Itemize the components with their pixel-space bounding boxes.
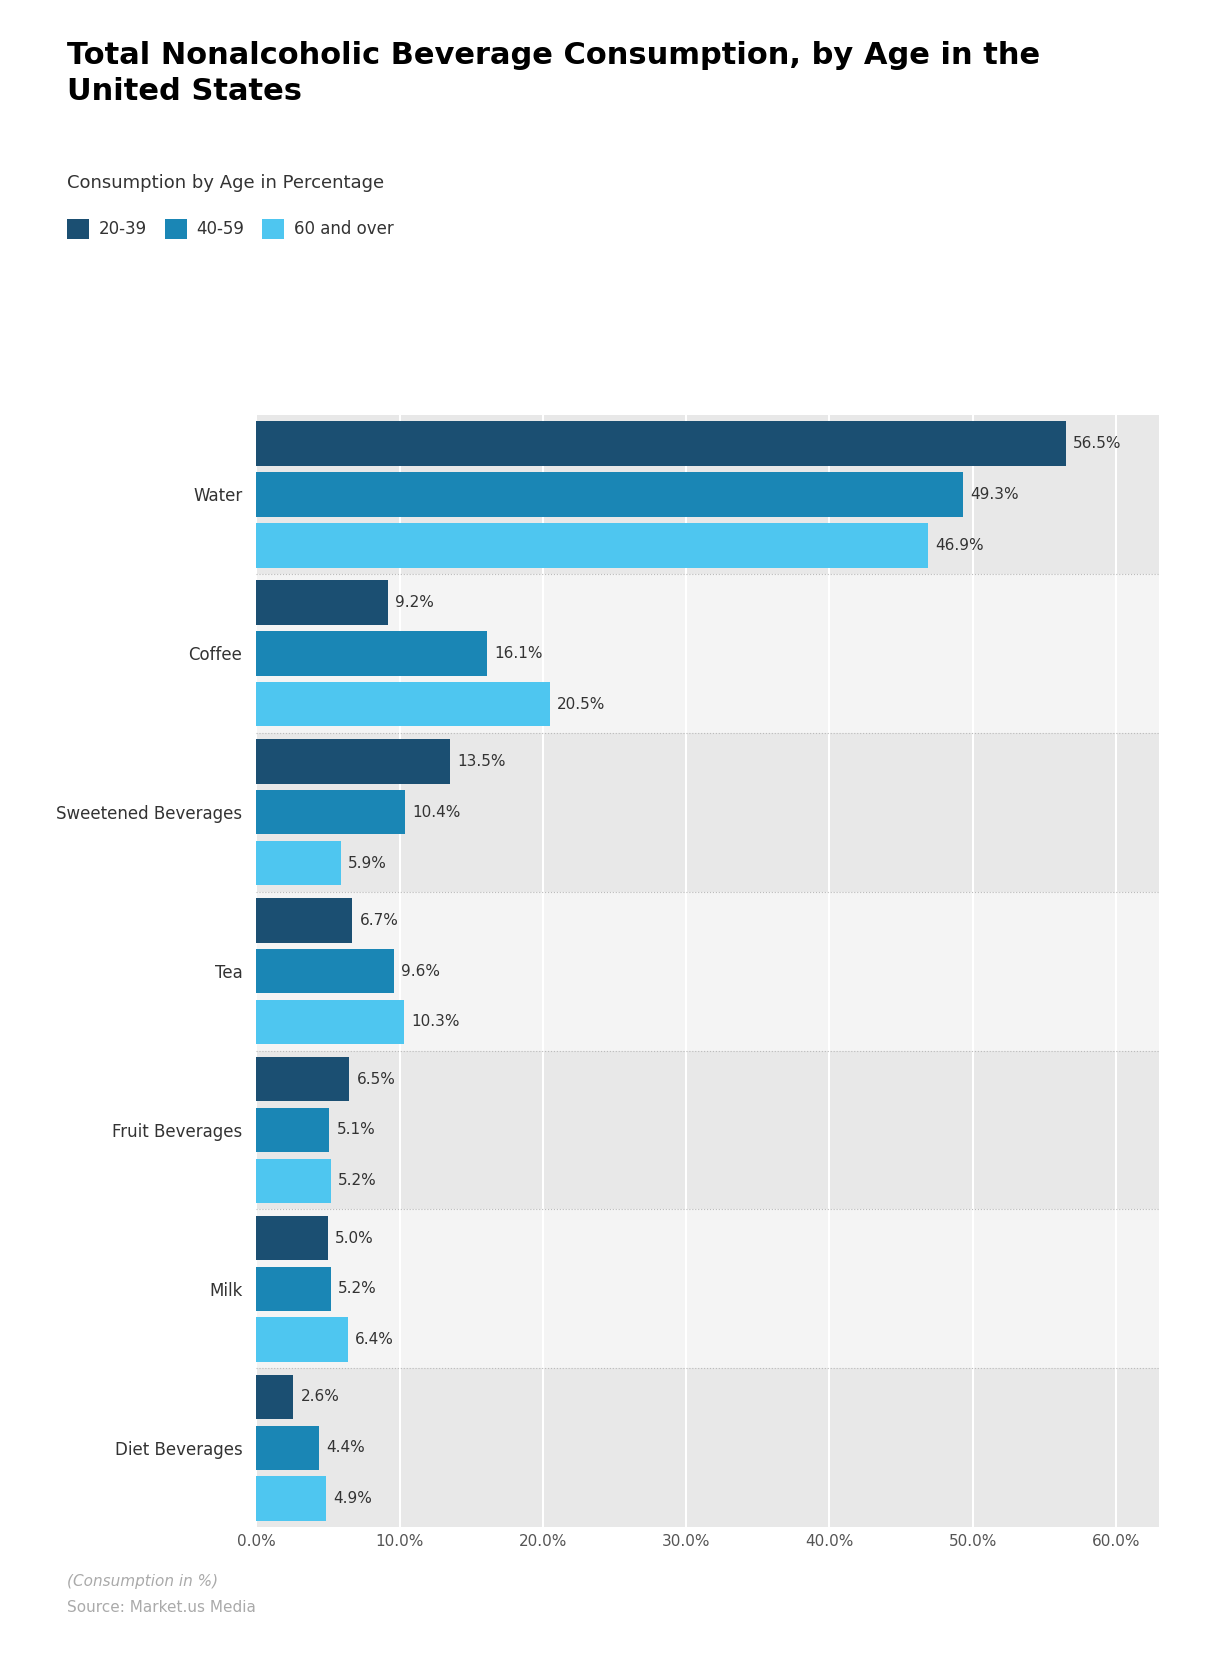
Text: (Consumption in %): (Consumption in %) [67,1574,218,1589]
Text: 4.4%: 4.4% [327,1441,365,1456]
Text: 16.1%: 16.1% [494,646,543,661]
Text: 20-39: 20-39 [99,221,146,237]
Bar [256,732,1159,891]
Bar [256,415,1159,574]
Text: 40-59: 40-59 [196,221,244,237]
Text: 60 and over: 60 and over [294,221,394,237]
Bar [256,1210,1159,1368]
Bar [256,739,450,784]
Bar [256,790,405,835]
Text: 49.3%: 49.3% [970,486,1019,501]
Bar [256,1476,327,1521]
Bar [256,1426,320,1471]
Text: 10.4%: 10.4% [412,805,461,820]
Bar [256,1107,329,1152]
Text: 6.4%: 6.4% [355,1333,394,1348]
Text: 5.9%: 5.9% [348,855,387,870]
Text: 5.2%: 5.2% [338,1282,377,1296]
Bar [256,1374,294,1419]
Bar [256,631,487,676]
Bar [256,682,550,727]
Text: 6.7%: 6.7% [360,913,398,928]
Bar [256,1057,349,1101]
Bar [256,523,928,568]
Text: 20.5%: 20.5% [558,697,605,712]
Text: 13.5%: 13.5% [456,754,505,769]
Bar [256,1159,331,1203]
Bar [256,1368,1159,1527]
Text: Total Nonalcoholic Beverage Consumption, by Age in the
United States: Total Nonalcoholic Beverage Consumption,… [67,42,1041,106]
Bar [256,1267,331,1311]
Bar [256,1051,1159,1210]
Bar [256,950,394,993]
Bar [256,1318,348,1361]
Text: Source: Market.us Media: Source: Market.us Media [67,1600,256,1615]
Bar [256,574,1159,732]
Text: 5.1%: 5.1% [337,1122,376,1137]
Bar [256,471,963,516]
Text: 4.9%: 4.9% [333,1491,372,1506]
Text: 2.6%: 2.6% [300,1389,339,1404]
Bar [256,422,1066,466]
Text: 5.0%: 5.0% [336,1230,373,1245]
Bar [256,842,340,885]
Bar [256,898,353,943]
Bar [256,891,1159,1051]
Text: 10.3%: 10.3% [411,1014,460,1029]
Text: 6.5%: 6.5% [356,1072,395,1087]
Text: 56.5%: 56.5% [1074,437,1121,452]
Text: 9.2%: 9.2% [395,594,434,609]
Text: Consumption by Age in Percentage: Consumption by Age in Percentage [67,174,384,193]
Text: 5.2%: 5.2% [338,1174,377,1189]
Text: 9.6%: 9.6% [401,963,440,979]
Text: 46.9%: 46.9% [936,538,985,553]
Bar [256,999,404,1044]
Bar [256,1215,328,1260]
Bar [256,581,388,624]
